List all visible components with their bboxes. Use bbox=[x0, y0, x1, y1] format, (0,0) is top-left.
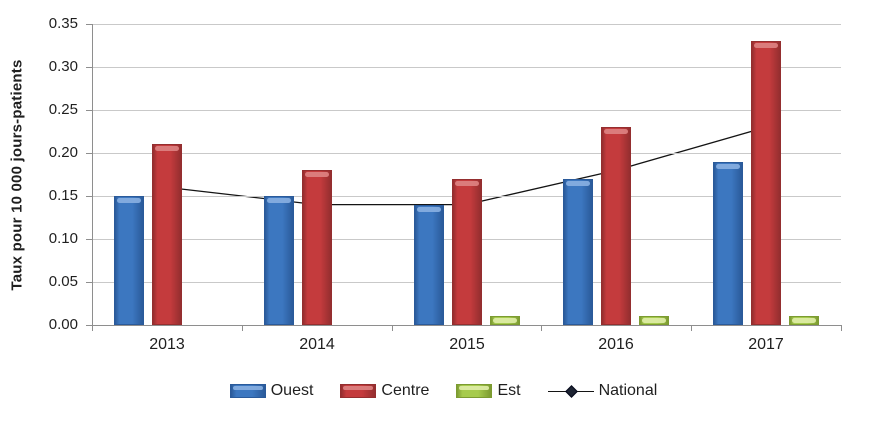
legend-item-centre: Centre bbox=[340, 382, 429, 400]
legend-diamond-icon bbox=[564, 384, 578, 398]
y-tick-label: 0.15 bbox=[48, 187, 78, 204]
x-tick-label: 2013 bbox=[149, 336, 185, 353]
y-axis-tick bbox=[86, 110, 92, 111]
y-tick-label: 0.25 bbox=[48, 101, 78, 118]
bar-est-2017 bbox=[789, 316, 819, 325]
x-axis-tick bbox=[392, 325, 393, 331]
legend-label-ouest: Ouest bbox=[270, 382, 314, 399]
legend-item-national: National bbox=[547, 382, 658, 400]
x-axis-tick bbox=[242, 325, 243, 331]
bar-centre-2014 bbox=[302, 170, 332, 325]
legend-swatch-ouest-icon bbox=[229, 384, 266, 398]
bar-centre-2017 bbox=[751, 41, 781, 325]
legend-label-national: National bbox=[598, 382, 658, 399]
y-axis-tick bbox=[86, 196, 92, 197]
legend-item-est: Est bbox=[456, 382, 521, 400]
bar-ouest-2016 bbox=[563, 179, 593, 325]
y-axis-tick bbox=[86, 282, 92, 283]
x-axis-tick bbox=[691, 325, 692, 331]
y-axis-line bbox=[92, 24, 93, 326]
y-tick-label: 0.35 bbox=[48, 15, 78, 32]
bar-ouest-2014 bbox=[264, 196, 294, 325]
legend-item-ouest: Ouest bbox=[229, 382, 314, 400]
y-axis-tick bbox=[86, 153, 92, 154]
bar-centre-2015 bbox=[452, 179, 482, 325]
y-tick-label: 0.10 bbox=[48, 230, 78, 247]
y-axis-title: Taux pour 10 000 jours-patients bbox=[8, 59, 26, 291]
bar-est-2016 bbox=[639, 316, 669, 325]
bar-centre-2013 bbox=[152, 144, 182, 325]
x-tick-label: 2015 bbox=[449, 336, 485, 353]
x-tick-label: 2016 bbox=[598, 336, 634, 353]
gridline bbox=[92, 153, 841, 154]
x-tick-label: 2014 bbox=[299, 336, 335, 353]
x-axis-tick bbox=[841, 325, 842, 331]
bar-centre-2016 bbox=[601, 127, 631, 325]
y-tick-label: 0.30 bbox=[48, 58, 78, 75]
y-axis-tick bbox=[86, 239, 92, 240]
x-axis-line bbox=[92, 325, 842, 326]
y-axis-tick bbox=[86, 67, 92, 68]
legend-line-marker-icon bbox=[547, 384, 594, 398]
legend-label-est: Est bbox=[497, 382, 521, 399]
gridline bbox=[92, 24, 841, 25]
bar-ouest-2015 bbox=[414, 205, 444, 325]
y-axis-tick bbox=[86, 24, 92, 25]
bar-ouest-2017 bbox=[713, 162, 743, 325]
bar-est-2015 bbox=[490, 316, 520, 325]
chart-legend: Ouest Centre Est National bbox=[0, 378, 887, 404]
legend-swatch-centre-icon bbox=[340, 384, 377, 398]
y-tick-label: 0.05 bbox=[48, 273, 78, 290]
legend-swatch-est-icon bbox=[456, 384, 493, 398]
x-axis-tick bbox=[92, 325, 93, 331]
y-tick-label: 0.00 bbox=[48, 316, 78, 333]
x-axis-tick bbox=[541, 325, 542, 331]
gridline bbox=[92, 110, 841, 111]
y-tick-label: 0.20 bbox=[48, 144, 78, 161]
gridline bbox=[92, 67, 841, 68]
legend-label-centre: Centre bbox=[381, 382, 430, 399]
y-axis-tick bbox=[86, 325, 92, 326]
x-tick-label: 2017 bbox=[748, 336, 784, 353]
bar-ouest-2013 bbox=[114, 196, 144, 325]
